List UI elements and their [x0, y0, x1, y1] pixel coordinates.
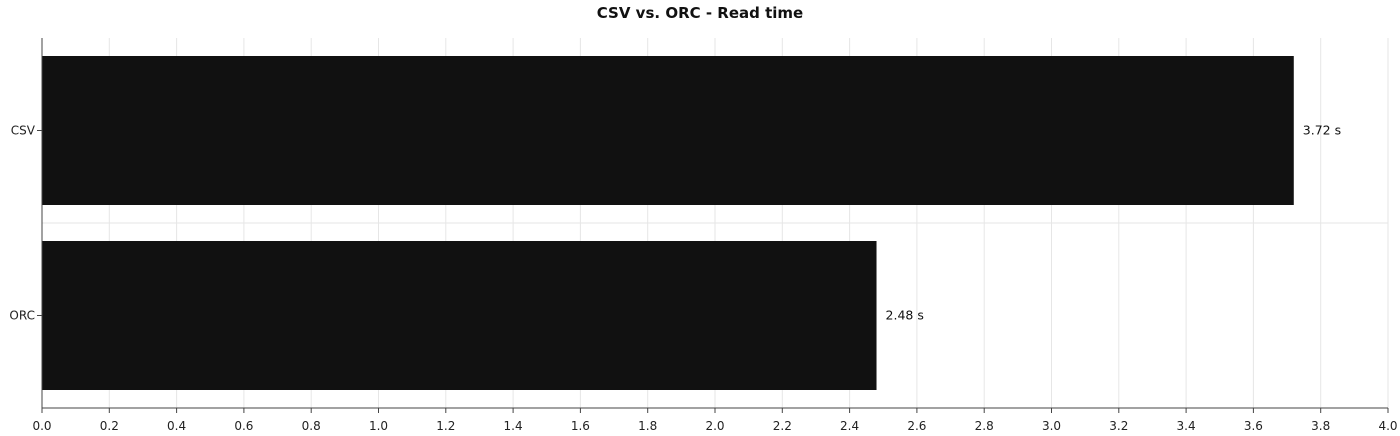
x-tick-label: 2.0 — [705, 419, 724, 433]
x-tick-label: 2.8 — [975, 419, 994, 433]
bar-value-label: 2.48 s — [886, 308, 924, 323]
bar-value-label: 3.72 s — [1303, 123, 1341, 138]
x-tick-label: 0.2 — [100, 419, 119, 433]
x-tick-label: 3.0 — [1042, 419, 1061, 433]
x-tick-label: 1.0 — [369, 419, 388, 433]
labels: 0.0 0.2 0.4 0.6 0.8 1.0 1.2 1.4 1.6 1.8 2.0 2.2 2.4 2… — [9, 123, 1397, 434]
bar-csv — [42, 56, 1294, 205]
x-tick-label: 3.4 — [1177, 419, 1196, 433]
x-tick-label: 1.2 — [436, 419, 455, 433]
y-tick-label: ORC — [9, 309, 35, 323]
x-tick-label: 3.8 — [1311, 419, 1330, 433]
x-tick-label: 0.8 — [302, 419, 321, 433]
x-tick-label: 1.6 — [571, 419, 590, 433]
x-tick-label: 1.4 — [504, 419, 523, 433]
x-tick-label: 1.8 — [638, 419, 657, 433]
x-tick-label: 3.6 — [1244, 419, 1263, 433]
x-tick-label: 4.0 — [1378, 419, 1397, 433]
x-tick-label: 2.2 — [773, 419, 792, 433]
chart-title: CSV vs. ORC - Read time — [597, 4, 803, 22]
axes — [37, 38, 1389, 413]
x-tick-label: 3.2 — [1109, 419, 1128, 433]
x-tick-label: 2.4 — [840, 419, 859, 433]
y-tick-label: CSV — [11, 124, 36, 138]
x-tick-label: 0.0 — [32, 419, 51, 433]
x-tick-label: 2.6 — [907, 419, 926, 433]
bars — [42, 56, 1294, 390]
x-tick-label: 0.4 — [167, 419, 186, 433]
bar-orc — [42, 241, 877, 390]
x-tick-label: 0.6 — [234, 419, 253, 433]
